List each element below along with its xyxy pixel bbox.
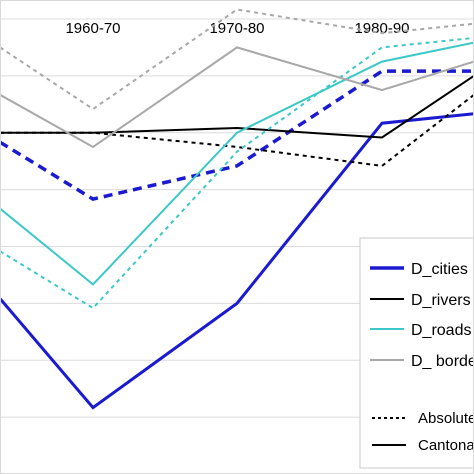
legend-label: D_rivers xyxy=(411,292,471,309)
legend-label: D_ borders xyxy=(411,353,474,370)
x-tick-label: 1960-70 xyxy=(65,20,120,37)
legend-box xyxy=(359,237,474,469)
legend-label: D_roads xyxy=(411,322,471,339)
series-lines xyxy=(0,8,474,410)
series-line-drivers-cantonal xyxy=(0,75,474,139)
x-tick-labels: 1960-70 1970-80 1980-90 xyxy=(65,20,409,37)
series-line-droads-cantonal xyxy=(0,41,474,286)
series-line-dcities-absolute xyxy=(0,69,474,201)
series-line-dborders-absolute xyxy=(0,8,474,111)
series-line-drivers-absolute xyxy=(0,94,474,167)
series-line-dborders-cantonal xyxy=(0,46,474,149)
series-line-dcities-cantonal xyxy=(0,112,474,410)
x-tick-label: 1970-80 xyxy=(209,20,264,37)
legend: D_cities D_rivers D_roads D_ borders Absolut… xyxy=(359,237,474,469)
legend-style-label: Absolute xyxy=(418,410,474,427)
series-line-droads-absolute xyxy=(0,36,474,310)
legend-label: D_cities xyxy=(411,261,468,278)
legend-style-label: Cantonal xyxy=(418,437,474,454)
x-tick-label: 1980-90 xyxy=(354,20,409,37)
